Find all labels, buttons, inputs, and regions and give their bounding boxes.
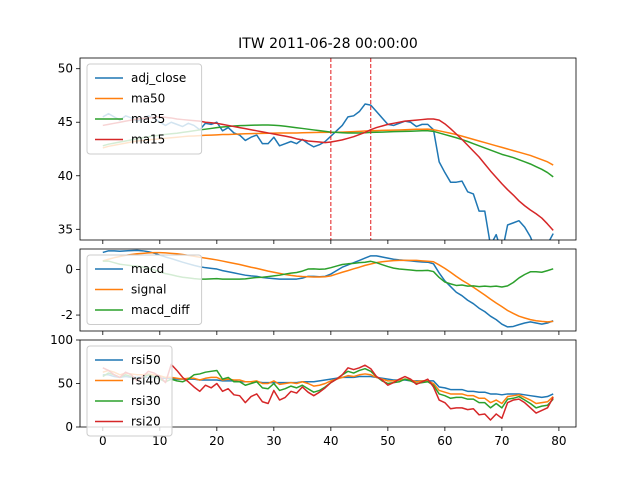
legend-box [86,63,203,155]
legend-box [86,254,203,325]
legend-price: adj_close ma50 ma35 ma15 [86,63,203,155]
y-tick-label: 40 [58,169,73,183]
chart-panels: 35 40 45 50 adj_close ma50 ma35 ma15 -2 0 macd sign… [50,57,577,448]
legend-label-ma15: ma15 [131,133,165,147]
x-tick-label: 20 [209,434,224,448]
y-tick-label: 0 [65,263,73,277]
y-tick-label: 50 [58,62,73,76]
legend-label-rsi50: rsi50 [131,353,161,367]
legend-label-macd: macd [131,262,164,276]
x-tick-label: 10 [152,434,167,448]
legend-label-rsi20: rsi20 [131,415,161,429]
panel-price-frame [79,57,577,241]
series-line-rsi20 [102,363,554,421]
x-tick-label: 70 [494,434,509,448]
panel-macd-frame [79,248,577,332]
y-tick-label: 35 [58,222,73,236]
y-tick-label: -2 [61,308,73,322]
legend-label-signal: signal [131,283,167,297]
legend-label-rsi40: rsi40 [131,374,161,388]
x-tick-label: 80 [551,434,566,448]
x-tick-label: 40 [323,434,338,448]
legend-label-adj_close: adj_close [131,71,186,85]
legend-label-ma35: ma35 [131,112,165,126]
legend-label-ma50: ma50 [131,92,165,106]
legend-box [86,345,173,437]
panel-rsi-series [102,363,554,421]
chart-title: ITW 2011-06-28 00:00:00 [238,36,418,52]
legend-label-rsi30: rsi30 [131,394,161,408]
y-tick-label: 0 [65,420,73,434]
legend-macd: macd signal macd_diff [86,254,203,325]
legend-rsi: rsi50 rsi40 rsi30 rsi20 [86,345,173,437]
x-tick-label: 30 [266,434,281,448]
panel-macd: -2 0 macd signal macd_diff [61,248,577,335]
x-tick-label: 60 [437,434,452,448]
x-tick-label: 0 [99,434,107,448]
panel-price: 35 40 45 50 adj_close ma50 ma35 ma15 [58,57,577,244]
series-line-rsi40 [102,369,554,405]
x-tick-label: 50 [380,434,395,448]
legend-label-macd_diff: macd_diff [131,303,190,317]
y-tick-label: 50 [58,377,73,391]
y-tick-label: 100 [50,333,73,347]
y-tick-label: 45 [58,115,73,129]
series-line-signal [102,251,554,323]
